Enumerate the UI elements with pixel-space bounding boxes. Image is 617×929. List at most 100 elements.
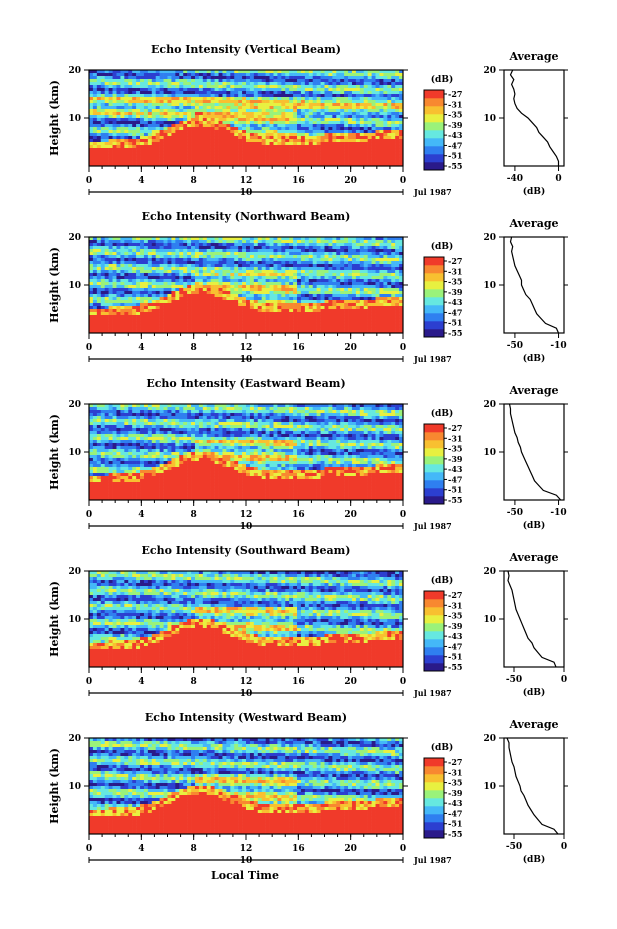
- heatmap-cell: [383, 261, 388, 265]
- heatmap-cell: [257, 136, 262, 140]
- heatmap-cell: [249, 154, 255, 158]
- heatmap-cell: [289, 255, 294, 259]
- heatmap-cell: [187, 133, 192, 137]
- heatmap-cell: [328, 115, 333, 119]
- heatmap-cell: [96, 300, 102, 304]
- heatmap-cell: [194, 240, 200, 244]
- heatmap-cell: [332, 112, 337, 116]
- heatmap-cell: [187, 279, 192, 283]
- heatmap-cell: [238, 276, 243, 280]
- heatmap-cell: [336, 100, 341, 104]
- heatmap-cell: [253, 85, 259, 89]
- heatmap-cell: [187, 291, 192, 295]
- heatmap-cell: [355, 258, 361, 262]
- heatmap-cell: [344, 121, 349, 125]
- heatmap-cell: [234, 100, 239, 104]
- heatmap-cell: [226, 237, 231, 241]
- heatmap-cell: [120, 73, 125, 77]
- heatmap-cell: [96, 97, 102, 101]
- heatmap-cell: [128, 148, 133, 152]
- heatmap-cell: [108, 133, 113, 137]
- heatmap-cell: [187, 160, 192, 164]
- heatmap-cell: [163, 124, 168, 128]
- heatmap-cell: [359, 124, 365, 128]
- heatmap-cell: [277, 88, 282, 92]
- colorbar-tick-label: -55: [448, 161, 462, 171]
- heatmap-cell: [155, 97, 160, 101]
- heatmap-cell: [367, 91, 372, 95]
- heatmap-cell: [187, 267, 192, 271]
- heatmap-cell: [308, 306, 314, 310]
- heatmap-cell: [324, 106, 329, 110]
- heatmap-cell: [108, 282, 113, 286]
- heatmap-cell: [359, 237, 365, 241]
- heatmap-cell: [116, 261, 121, 265]
- heatmap-cell: [128, 73, 133, 77]
- heatmap-cell: [277, 79, 282, 83]
- heatmap-cell: [324, 237, 329, 241]
- heatmap-cell: [320, 73, 325, 77]
- heatmap-cell: [183, 82, 188, 86]
- heatmap-cell: [336, 160, 341, 164]
- heatmap-cell: [253, 109, 259, 113]
- heatmap-cell: [89, 282, 94, 286]
- heatmap-cell: [104, 163, 109, 167]
- heatmap-cell: [285, 82, 290, 86]
- heatmap-cell: [222, 79, 227, 83]
- heatmap-cell: [312, 127, 317, 131]
- heatmap-cell: [112, 279, 117, 283]
- heatmap-cell: [234, 291, 239, 295]
- heatmap-cell: [336, 270, 341, 274]
- heatmap-cell: [253, 321, 259, 325]
- heatmap-cell: [179, 306, 184, 310]
- heatmap-cell: [363, 160, 368, 164]
- heatmap-cell: [261, 312, 266, 316]
- heatmap-cell: [167, 318, 172, 322]
- heatmap-cell: [277, 240, 282, 244]
- heatmap-cell: [375, 94, 380, 98]
- heatmap-cell: [140, 145, 145, 149]
- heatmap-cell: [391, 288, 396, 292]
- heatmap-cell: [140, 285, 145, 289]
- heatmap-cell: [187, 139, 192, 143]
- heatmap-cell: [238, 145, 243, 149]
- heatmap-cell: [143, 151, 149, 155]
- heatmap-cell: [336, 148, 341, 152]
- heatmap-cell: [151, 70, 157, 74]
- heatmap-cell: [183, 106, 188, 110]
- heatmap-cell: [253, 279, 259, 283]
- heatmap-cell: [265, 154, 270, 158]
- heatmap-cell: [351, 121, 357, 125]
- heatmap-cell: [206, 127, 211, 131]
- heatmap-cell: [218, 127, 223, 131]
- heatmap-cell: [375, 309, 380, 313]
- heatmap-cell: [179, 151, 184, 155]
- heatmap-cell: [143, 85, 149, 89]
- heatmap-cell: [218, 148, 223, 152]
- heatmap-cell: [285, 240, 290, 244]
- heatmap-cell: [328, 97, 333, 101]
- heatmap-cell: [277, 118, 282, 122]
- heatmap-cell: [143, 240, 149, 244]
- heatmap-cell: [206, 130, 211, 134]
- heatmap-cell: [316, 267, 321, 271]
- heatmap-cell: [194, 73, 200, 77]
- heatmap-cell: [104, 264, 109, 268]
- heatmap-cell: [147, 294, 153, 298]
- heatmap-cell: [253, 267, 259, 271]
- heatmap-cell: [167, 94, 172, 98]
- heatmap-cell: [297, 151, 302, 155]
- heatmap-cell: [143, 145, 149, 149]
- heatmap-cell: [234, 160, 239, 164]
- heatmap-cell: [120, 237, 125, 241]
- heatmap-cell: [285, 91, 290, 95]
- heatmap-cell: [371, 255, 376, 259]
- heatmap-cell: [140, 103, 145, 107]
- heatmap-cell: [359, 309, 365, 313]
- heatmap-cell: [226, 285, 231, 289]
- heatmap-cell: [308, 300, 314, 304]
- heatmap-cell: [300, 103, 306, 107]
- heatmap-cell: [359, 100, 365, 104]
- heatmap-cell: [183, 145, 188, 149]
- heatmap-cell: [308, 94, 314, 98]
